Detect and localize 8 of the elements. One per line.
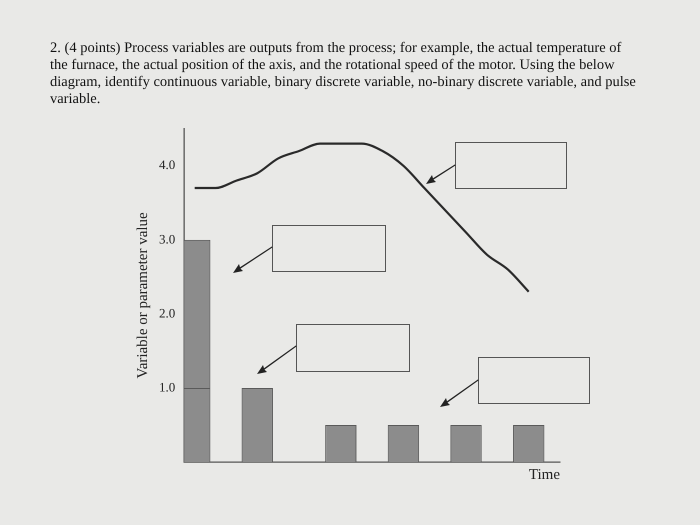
y-axis-title: Variable or parameter value (134, 212, 151, 378)
chart-title: 2. (4 points) Process variables are outputs from the process; for example, the actual temperature of the furnace, the actual position of the axis, and the rotational speed of the motor. Using the below diagram, identify continuous variable, binary discrete variable, no-binary discrete variable, and pulse variable. (50, 40, 637, 108)
y-tick-label: 1.0 (159, 379, 176, 394)
line-series (194, 142, 530, 293)
y-tick-label: 3.0 (159, 231, 176, 246)
y-tick-label: 2.0 (159, 305, 176, 320)
x-axis-title: Time (528, 466, 560, 483)
y-tick-label: 4.0 (159, 157, 176, 172)
